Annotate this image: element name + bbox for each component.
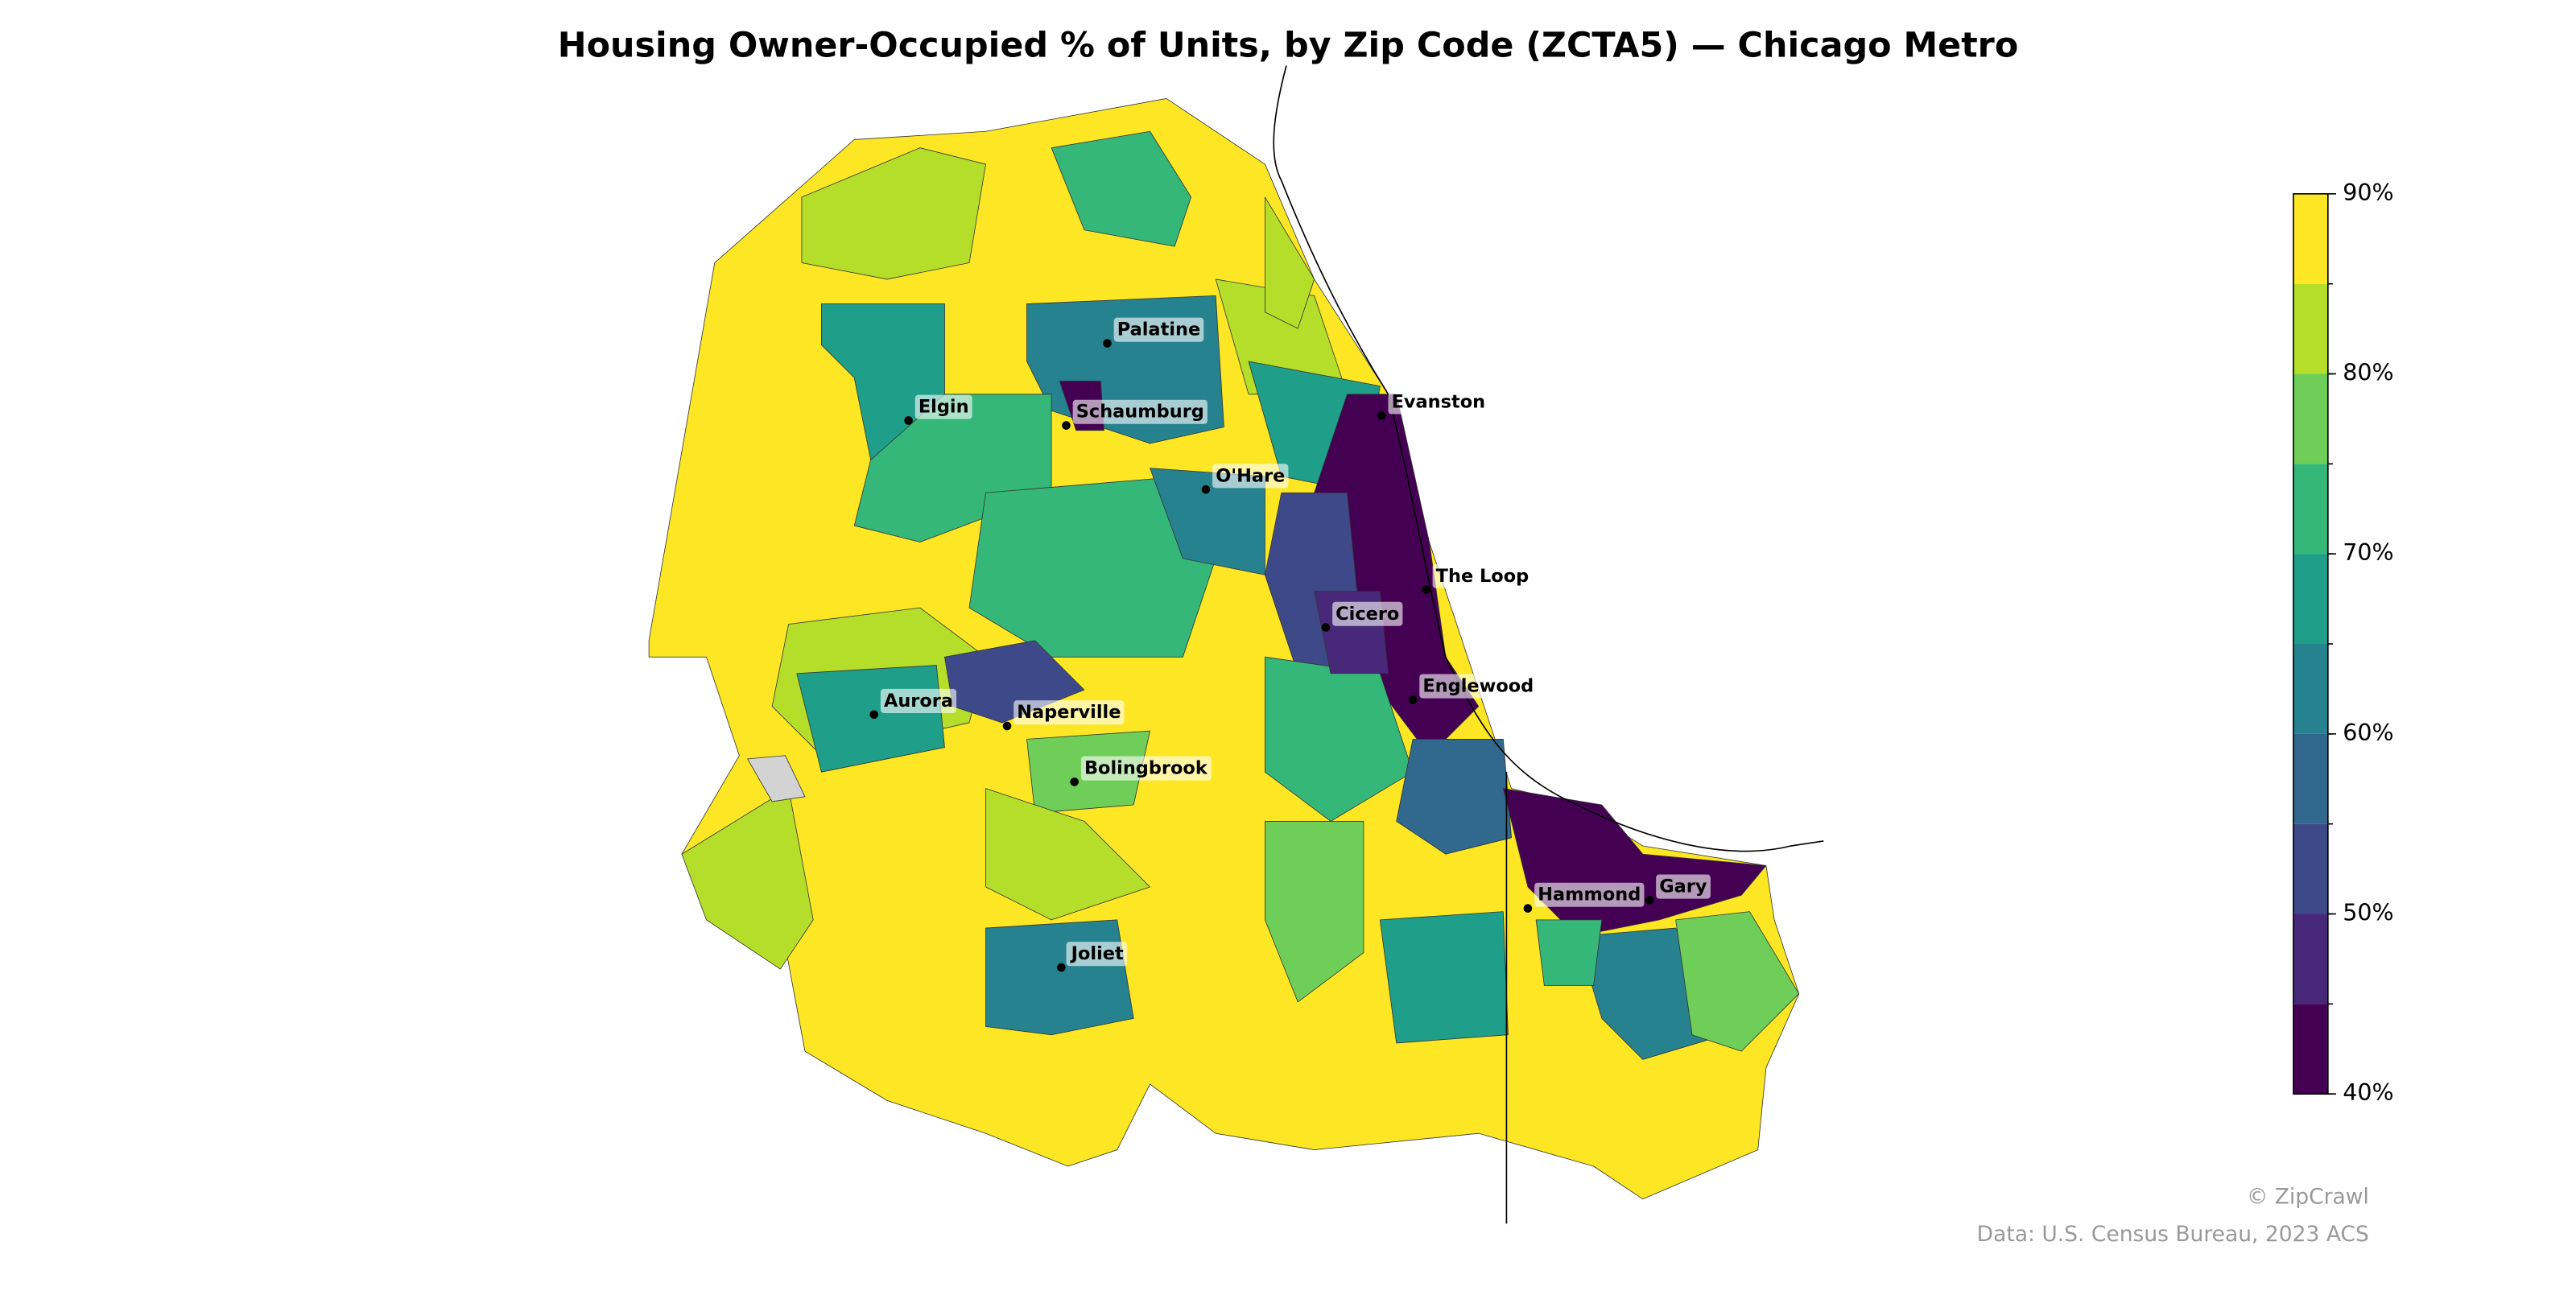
credit: © ZipCrawl xyxy=(2247,1184,2369,1209)
city-label-box xyxy=(1066,942,1128,967)
city-label: Schaumburg xyxy=(1076,402,1204,423)
colorbar-band xyxy=(2293,823,2328,914)
colorbar-tick-label: 70% xyxy=(2343,538,2394,566)
colorbar-tick-label: 80% xyxy=(2343,358,2394,386)
city-dot xyxy=(1002,721,1012,731)
city-label: Naperville xyxy=(1017,702,1121,723)
city-label-box xyxy=(914,394,972,419)
zip-area xyxy=(1265,196,1315,329)
zip-area xyxy=(985,919,1134,1036)
city-dot xyxy=(1408,695,1418,704)
zip-area xyxy=(1051,130,1191,247)
city-labels: Palatine Elgin Schaumburg Evanston O'Hare The… xyxy=(869,317,1711,972)
title: Housing Owner-Occupied % of Units, by Zi… xyxy=(558,26,2019,66)
lake-shore xyxy=(1273,65,1824,852)
city-dot xyxy=(869,710,879,720)
zip-areas xyxy=(648,98,1800,1200)
city-dot xyxy=(1321,623,1331,632)
colorbar-band xyxy=(2293,373,2328,464)
colorbar-band xyxy=(2293,644,2328,734)
city-dot xyxy=(1201,485,1211,494)
zip-area xyxy=(1675,911,1800,1052)
city-label-box xyxy=(1419,674,1538,699)
colorbar-band xyxy=(2293,464,2328,555)
source-note: Data: U.S. Census Bureau, 2023 ACS xyxy=(1977,1222,2369,1247)
city-label-box xyxy=(1113,317,1204,342)
city-label: Gary xyxy=(1659,876,1707,897)
city-label-box xyxy=(1072,399,1208,424)
city-label-box xyxy=(1080,756,1212,781)
colorbar-band xyxy=(2293,733,2328,824)
colorbar: 40% 50% 60% 70% 80% 90% xyxy=(2293,179,2394,1106)
city-dot xyxy=(1062,421,1071,430)
city-dot xyxy=(1103,339,1112,348)
colorbar-band xyxy=(2293,283,2328,374)
city-label-box xyxy=(1432,563,1533,588)
city-label-box xyxy=(1212,464,1289,489)
city-label-box xyxy=(1013,700,1125,725)
zip-area xyxy=(681,788,814,970)
colorbar-tick-label: 50% xyxy=(2343,899,2394,926)
zip-area xyxy=(985,788,1150,921)
city-label: Cicero xyxy=(1335,604,1399,625)
colorbar-band xyxy=(2293,193,2328,284)
city-dot xyxy=(1422,585,1430,594)
city-dot xyxy=(1523,904,1533,913)
city-label: Evanston xyxy=(1392,392,1486,413)
city-label: Palatine xyxy=(1117,320,1200,340)
city-label-box xyxy=(1534,882,1645,907)
colorbar-band xyxy=(2293,914,2328,1004)
city-dot xyxy=(904,416,913,425)
city-dot xyxy=(1057,963,1066,972)
zip-area xyxy=(1379,911,1509,1044)
colorbar-tick-label: 90% xyxy=(2343,179,2394,206)
city-dot xyxy=(1070,777,1080,786)
zip-area xyxy=(1265,821,1364,1003)
city-label: The Loop xyxy=(1436,566,1530,587)
city-label-box xyxy=(1332,601,1403,626)
city-dot xyxy=(1377,411,1386,420)
colorbar-tick-label: 40% xyxy=(2343,1079,2394,1106)
city-dot xyxy=(1645,896,1654,905)
colorbar-frame xyxy=(2293,193,2329,1095)
city-label: Elgin xyxy=(919,397,969,418)
zip-area xyxy=(1535,919,1603,986)
city-label-box xyxy=(880,688,957,713)
city-label-box xyxy=(1388,390,1489,415)
colorbar-tick-label: 60% xyxy=(2343,719,2394,746)
zip-area xyxy=(801,147,986,280)
city-label: Hammond xyxy=(1538,885,1641,905)
colorbar-band xyxy=(2293,554,2328,644)
city-label: Aurora xyxy=(884,691,953,711)
city-label: O'Hare xyxy=(1216,465,1285,486)
city-label: Bolingbrook xyxy=(1084,758,1208,779)
city-label: Joliet xyxy=(1070,943,1124,964)
no-data-area xyxy=(746,755,806,802)
zip-area xyxy=(1396,738,1512,855)
city-label-box xyxy=(1656,874,1711,899)
colorbar-band xyxy=(2293,1004,2328,1095)
city-label: Englewood xyxy=(1422,676,1534,697)
